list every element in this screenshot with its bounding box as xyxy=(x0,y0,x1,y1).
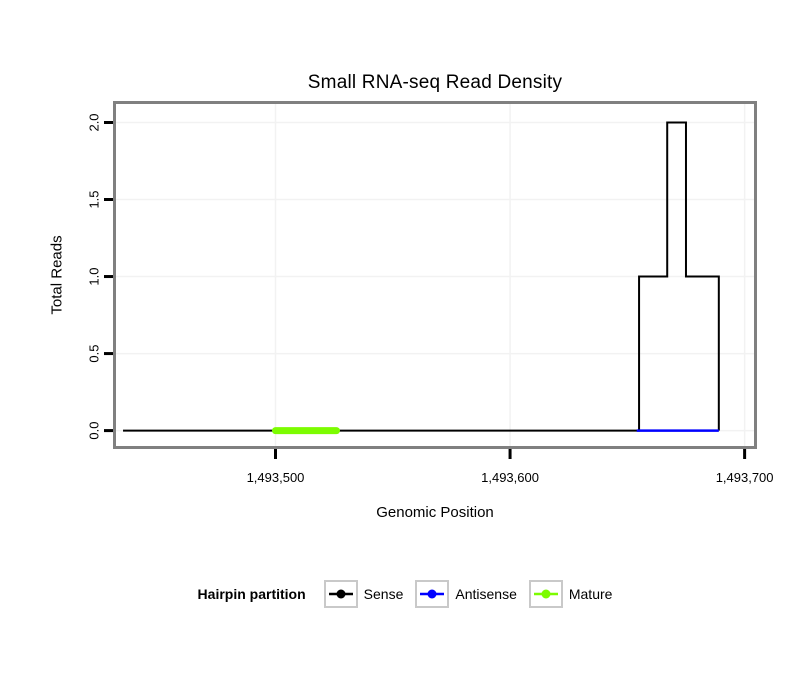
y-axis-label: Total Reads xyxy=(48,235,66,315)
plot-panel: 1,493,500 1,493,600 1,493,700 0.0 0.5 1.0 1.5 2… xyxy=(87,101,774,485)
x-tick-label: 1,493,500 xyxy=(247,470,305,485)
legend-key-antisense xyxy=(415,580,450,608)
legend-label-mature: Mature xyxy=(568,586,613,602)
x-axis-label: Genomic Position xyxy=(376,504,494,521)
x-tick-label: 1,493,700 xyxy=(716,470,774,485)
legend-key-sense xyxy=(323,580,358,608)
legend-entries: Sense Antisense Mature xyxy=(323,580,613,608)
legend-title: Hairpin partition xyxy=(197,586,306,602)
panel-border xyxy=(113,101,757,449)
x-tick-label: 1,493,600 xyxy=(481,470,539,485)
legend-key-mature xyxy=(528,580,563,608)
legend-entry-mature: Mature xyxy=(528,580,613,608)
legend-label-sense: Sense xyxy=(363,586,404,602)
legend-label-antisense: Antisense xyxy=(455,586,517,602)
y-tick-label: 1.5 xyxy=(87,190,102,208)
antisense-line-symbol-icon xyxy=(420,589,445,599)
legend-entry-sense: Sense xyxy=(323,580,404,608)
panel-background xyxy=(116,104,754,446)
sense-line-symbol-icon xyxy=(328,589,353,599)
y-tick-label: 1.0 xyxy=(87,268,102,286)
y-tick-label: 2.0 xyxy=(87,113,102,131)
series-sense xyxy=(123,121,720,432)
y-tick-label: 0.5 xyxy=(87,345,102,363)
legend-entry-antisense: Antisense xyxy=(415,580,517,608)
legend: Hairpin partition Sense Antisense Mature xyxy=(0,578,810,610)
y-tick-label: 0.0 xyxy=(87,422,102,440)
chart-title: Small RNA-seq Read Density xyxy=(307,72,563,93)
mature-line-symbol-icon xyxy=(533,589,558,599)
